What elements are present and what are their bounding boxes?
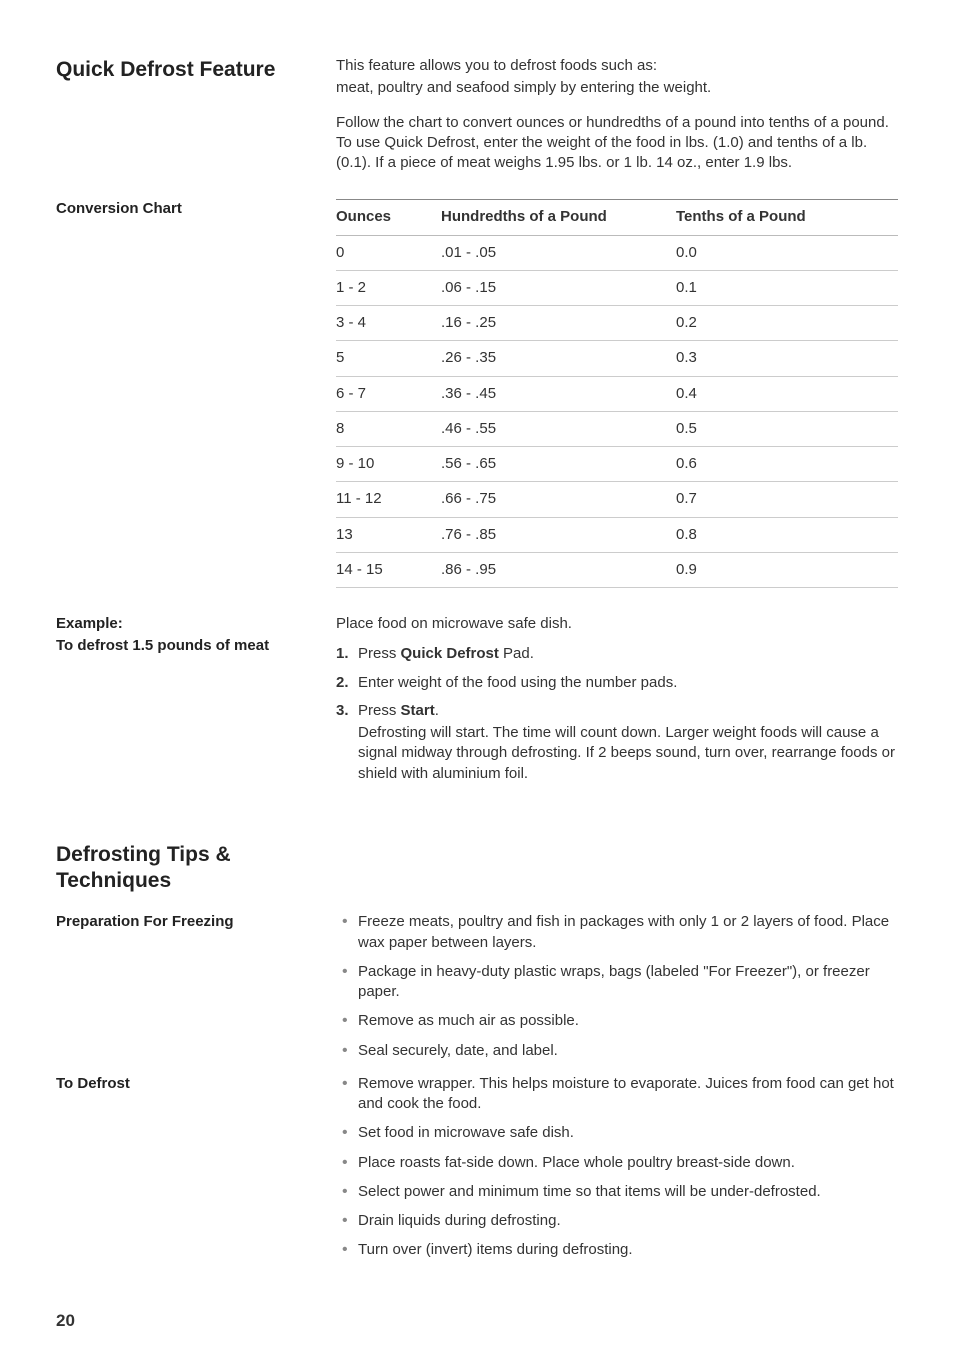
example-steps: Press Quick Defrost Pad. Enter weight of…: [336, 644, 898, 784]
step-1: Press Quick Defrost Pad.: [336, 644, 898, 664]
list-item: Remove wrapper. This helps moisture to e…: [336, 1074, 898, 1115]
list-item: Freeze meats, poultry and fish in packag…: [336, 912, 898, 953]
prep-freezing-label: Preparation For Freezing: [56, 912, 326, 932]
table-row: 5.26 - .350.3: [336, 341, 898, 376]
conversion-table: Ounces Hundredths of a Pound Tenths of a…: [336, 199, 898, 588]
intro-para-2: Follow the chart to convert ounces or hu…: [336, 113, 898, 174]
list-item: Select power and minimum time so that it…: [336, 1182, 898, 1202]
list-item: Package in heavy-duty plastic wraps, bag…: [336, 962, 898, 1003]
table-row: 6 - 7.36 - .450.4: [336, 376, 898, 411]
table-header-row: Ounces Hundredths of a Pound Tenths of a…: [336, 200, 898, 235]
prep-freezing-list: Freeze meats, poultry and fish in packag…: [336, 912, 898, 1061]
list-item: Place roasts fat-side down. Place whole …: [336, 1153, 898, 1173]
table-row: 1 - 2.06 - .150.1: [336, 270, 898, 305]
table-row: 8.46 - .550.5: [336, 411, 898, 446]
step-3: Press Start. Defrosting will start. The …: [336, 701, 898, 784]
to-defrost-list: Remove wrapper. This helps moisture to e…: [336, 1074, 898, 1261]
intro-line-2: meat, poultry and seafood simply by ente…: [336, 78, 898, 98]
step-2: Enter weight of the food using the numbe…: [336, 673, 898, 693]
conversion-chart-label: Conversion Chart: [56, 199, 326, 219]
table-row: 13.76 - .850.8: [336, 517, 898, 552]
table-row: 0.01 - .050.0: [336, 235, 898, 270]
list-item: Turn over (invert) items during defrosti…: [336, 1240, 898, 1260]
example-intro: Place food on microwave safe dish.: [336, 614, 898, 634]
list-item: Set food in microwave safe dish.: [336, 1123, 898, 1143]
intro-line-1: This feature allows you to defrost foods…: [336, 56, 898, 76]
table-row: 11 - 12.66 - .750.7: [336, 482, 898, 517]
table-row: 9 - 10.56 - .650.6: [336, 447, 898, 482]
section-title-defrosting-tips: Defrosting Tips & Techniques: [56, 842, 326, 895]
list-item: Remove as much air as possible.: [336, 1011, 898, 1031]
example-sublabel: To defrost 1.5 pounds of meat: [56, 636, 326, 656]
step-3-body: Defrosting will start. The time will cou…: [358, 723, 898, 784]
table-row: 3 - 4.16 - .250.2: [336, 306, 898, 341]
to-defrost-label: To Defrost: [56, 1074, 326, 1094]
list-item: Seal securely, date, and label.: [336, 1041, 898, 1061]
col-tenths: Tenths of a Pound: [676, 200, 898, 235]
table-row: 14 - 15.86 - .950.9: [336, 552, 898, 587]
section-title-quick-defrost: Quick Defrost Feature: [56, 56, 326, 84]
col-ounces: Ounces: [336, 200, 441, 235]
page-number: 20: [56, 1310, 898, 1333]
example-label: Example:: [56, 614, 326, 634]
list-item: Drain liquids during defrosting.: [336, 1211, 898, 1231]
col-hundredths: Hundredths of a Pound: [441, 200, 676, 235]
